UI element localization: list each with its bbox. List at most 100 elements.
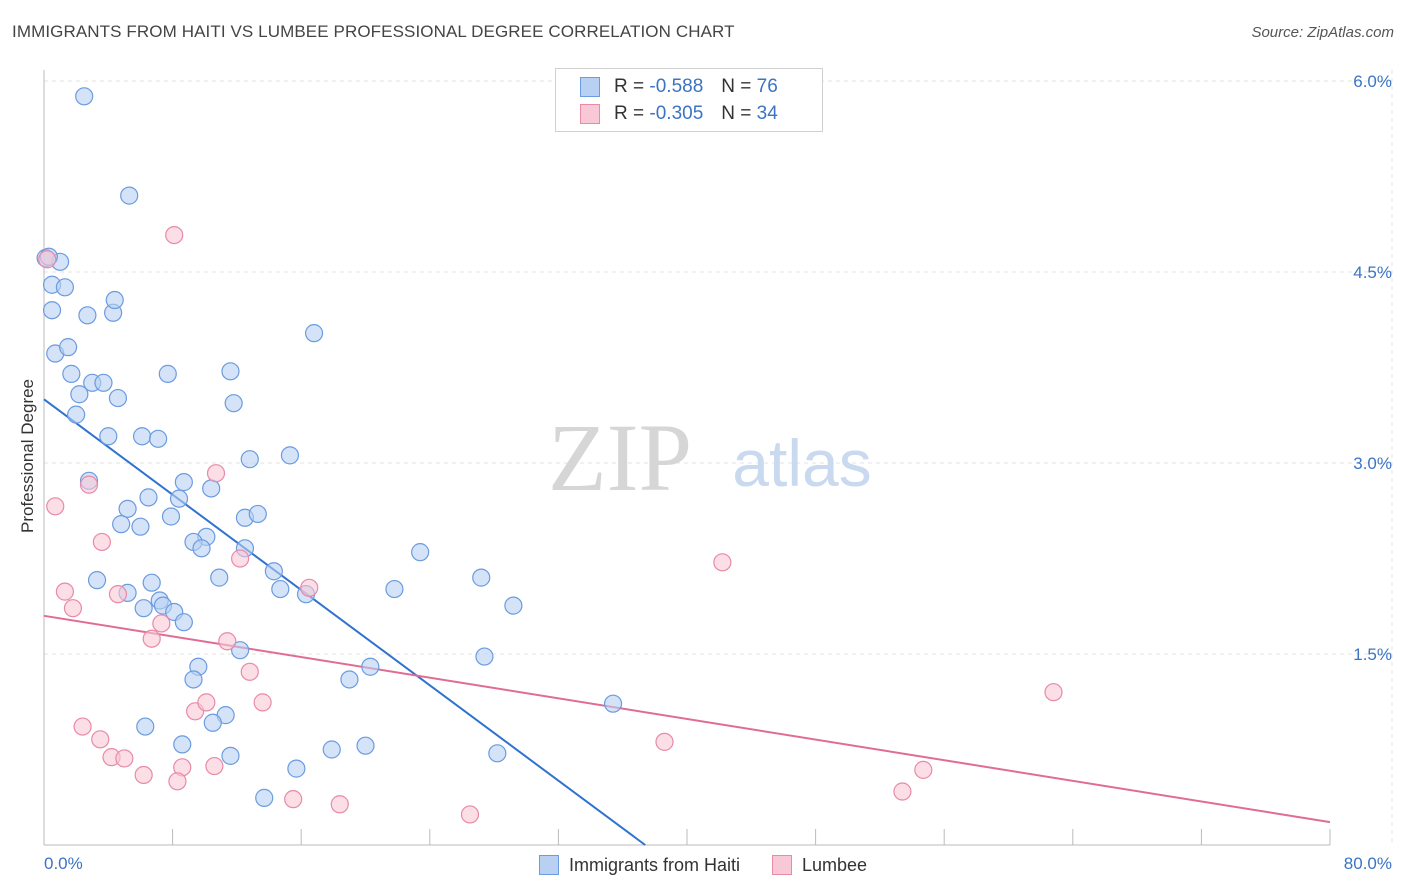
lumbee-point xyxy=(55,582,74,601)
legend-n-value: 34 xyxy=(756,103,778,124)
haiti-point xyxy=(203,713,222,732)
lumbee-point xyxy=(713,553,732,572)
haiti-point xyxy=(67,405,86,424)
haiti-point xyxy=(94,373,113,392)
y-tick-label: 1.5% xyxy=(1353,645,1392,664)
lumbee-point xyxy=(134,765,153,785)
haiti-point xyxy=(210,568,229,587)
haiti-point xyxy=(70,385,89,404)
haiti-point xyxy=(42,301,62,320)
lumbee-point xyxy=(253,693,272,712)
axes xyxy=(43,70,1331,846)
lumbee-point xyxy=(914,760,933,779)
lumbee-point xyxy=(168,772,187,791)
legend-swatch-haiti xyxy=(580,77,600,97)
legend-row-lumbee: R = -0.305 N = 34 xyxy=(580,102,778,126)
lumbee-point xyxy=(152,614,171,633)
series-legend-label: Immigrants from Haiti xyxy=(568,854,740,875)
series-swatch-lumbee xyxy=(771,855,792,875)
haiti-point xyxy=(62,364,81,383)
haiti-point xyxy=(202,479,221,498)
haiti-point xyxy=(322,740,341,759)
haiti-point xyxy=(356,736,375,755)
lumbee-point xyxy=(197,693,216,712)
haiti-point xyxy=(75,87,94,106)
haiti-point xyxy=(174,613,193,632)
lumbee-point xyxy=(142,629,161,648)
haiti-point xyxy=(132,427,152,446)
lumbee-trendline xyxy=(43,614,1331,824)
haiti-point xyxy=(136,717,155,736)
x-tick-label: 0.0% xyxy=(44,854,83,873)
tick-labels: 1.5% 3.0% 4.5% 6.0% 0.0% 80.0% xyxy=(44,72,1392,873)
trendlines xyxy=(43,398,1331,846)
haiti-point xyxy=(99,427,118,446)
lumbee-point xyxy=(218,632,237,651)
haiti-point xyxy=(87,571,107,590)
haiti-point xyxy=(361,657,380,676)
source-label: Source: ZipAtlas.com xyxy=(1251,24,1394,41)
haiti-point xyxy=(120,186,139,205)
haiti-point xyxy=(169,489,189,508)
haiti-point xyxy=(248,504,267,524)
haiti-point xyxy=(192,539,211,558)
haiti-point xyxy=(231,641,250,660)
lumbee-point xyxy=(73,717,92,736)
haiti-point xyxy=(221,362,240,381)
legend-r-value: -0.305 xyxy=(649,103,704,124)
haiti-point xyxy=(255,788,274,807)
legend-n-label: N = xyxy=(721,76,752,97)
series-legend: Immigrants from Haiti Lumbee xyxy=(0,852,1406,878)
correlation-legend: R = -0.588 N = 76 R = -0.305 N = 34 xyxy=(555,68,823,132)
haiti-point xyxy=(105,290,124,310)
y-tick-label: 3.0% xyxy=(1353,454,1392,473)
haiti-point xyxy=(240,450,259,469)
haiti-point xyxy=(411,543,430,562)
lumbee-point xyxy=(38,250,57,269)
haiti-point xyxy=(134,599,153,618)
haiti-trendline xyxy=(43,398,646,846)
haiti-point xyxy=(139,488,158,507)
haiti-point xyxy=(340,670,359,689)
haiti-point xyxy=(304,324,324,343)
lumbee-point xyxy=(91,730,110,749)
legend-swatch-lumbee xyxy=(580,104,600,124)
x-tick-label: 80.0% xyxy=(1344,854,1392,873)
lumbee-point xyxy=(240,662,259,681)
legend-r-label: R = xyxy=(614,76,645,97)
haiti-point xyxy=(504,596,523,615)
haiti-point xyxy=(55,278,74,297)
haiti-point xyxy=(264,562,283,581)
haiti-point xyxy=(224,394,243,413)
series-legend-haiti: Immigrants from Haiti xyxy=(538,854,740,876)
y-axis-label: Professional Degree xyxy=(18,378,37,534)
watermark-atlas: atlas xyxy=(732,426,871,500)
haiti-point xyxy=(161,507,181,526)
haiti-point xyxy=(112,515,131,534)
grid-lines xyxy=(44,70,1393,845)
data-points xyxy=(36,87,1063,824)
lumbee-point xyxy=(115,749,134,768)
haiti-point xyxy=(131,517,150,536)
haiti-point xyxy=(59,338,78,357)
haiti-point xyxy=(108,388,128,408)
lumbee-point xyxy=(300,578,319,597)
lumbee-point xyxy=(1044,683,1063,702)
haiti-point xyxy=(271,579,290,599)
haiti-point xyxy=(149,429,168,448)
haiti-point xyxy=(603,694,623,713)
haiti-point xyxy=(174,473,193,492)
lumbee-point xyxy=(231,549,250,568)
haiti-point xyxy=(280,446,300,465)
haiti-point xyxy=(472,568,491,587)
lumbee-point xyxy=(46,497,65,516)
lumbee-point xyxy=(79,475,99,494)
watermark-zip: ZIP xyxy=(548,404,692,511)
lumbee-point xyxy=(205,756,224,776)
lumbee-point xyxy=(655,732,674,751)
legend-row-haiti: R = -0.588 N = 76 xyxy=(580,75,778,99)
haiti-point xyxy=(221,746,240,765)
haiti-point xyxy=(173,735,192,754)
chart-title: IMMIGRANTS FROM HAITI VS LUMBEE PROFESSI… xyxy=(12,22,735,41)
